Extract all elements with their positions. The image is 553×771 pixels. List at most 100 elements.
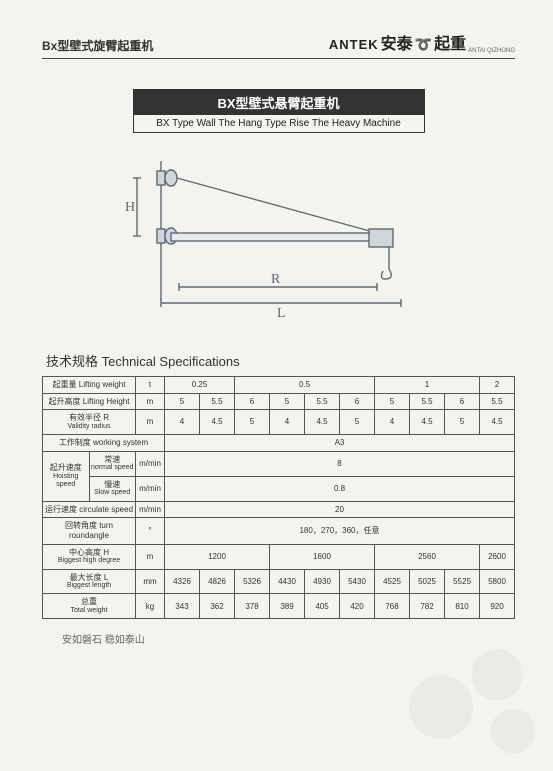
table-cell: 4.5 [410,410,445,435]
table-cell: 6 [235,393,270,410]
table-cell: 1200 [165,544,270,569]
table-cell: 0.8 [165,476,515,501]
table-row: 中心高度 H Biggest high degree m 1200 1600 2… [43,544,515,569]
table-cell: 0.25 [165,377,235,394]
cell-label: 运行速度 circulate speed [43,501,136,518]
table-cell: 8 [165,451,515,476]
cell-label: 工作制度 working system [43,435,165,452]
table-cell: 180，270，360，任意 [165,518,515,544]
table-cell: 5025 [410,569,445,594]
logo-cn-1: 安泰 [381,30,413,54]
table-cell: 4 [165,410,200,435]
logo-cn-2: 起重 [434,30,466,54]
cell-unit: mm [136,569,165,594]
cell-unit: ° [136,518,165,544]
table-cell: 4826 [200,569,235,594]
title-en: BX Type Wall The Hang Type Rise The Heav… [134,115,424,132]
table-cell: 6 [445,393,480,410]
table-cell: 5.5 [480,393,515,410]
table-cell: 20 [165,501,515,518]
footer-slogan: 安如磐石 稳如泰山 [62,631,515,646]
table-row: 起升高度 Lifting Height m 5 5.5 6 5 5.5 6 5 … [43,393,515,410]
cell-label: 起升高度 Lifting Height [43,393,136,410]
table-cell: 4 [375,410,410,435]
dim-l-label: L [277,306,286,321]
table-row: 慢速 Slow speed m/min 0.8 [43,476,515,501]
table-cell: 5326 [235,569,270,594]
table-cell: 420 [340,594,375,619]
table-cell: 4525 [375,569,410,594]
cell-unit: m [136,393,165,410]
spec-heading: 技术规格 Technical Specifications [46,351,515,370]
table-cell: A3 [165,435,515,452]
title-block: BX型壁式悬臂起重机 BX Type Wall The Hang Type Ri… [133,89,425,133]
table-cell: 5.5 [305,393,340,410]
table-row: 起升速度 Hoisting speed 常速 normal speed m/mi… [43,451,515,476]
table-cell: 5800 [480,569,515,594]
table-cell: 5 [235,410,270,435]
table-row: 最大长度 L Biggest length mm 4326 4826 5326 … [43,569,515,594]
table-cell: 5 [445,410,480,435]
table-row: 运行速度 circulate speed m/min 20 [43,501,515,518]
cell-unit: m/min [136,501,165,518]
cell-label: 中心高度 H Biggest high degree [43,544,136,569]
header-title: Bx型壁式旋臂起重机 [42,37,153,54]
cell-sub: 慢速 Slow speed [89,476,136,501]
crane-diagram: H R L [119,151,439,331]
cell-unit: kg [136,594,165,619]
table-row: 起重量 Lifting weight t 0.25 0.5 1 2 [43,377,515,394]
cell-label: 最大长度 L Biggest length [43,569,136,594]
cell-unit: m/min [136,476,165,501]
table-cell: 4 [270,410,305,435]
page-header: Bx型壁式旋臂起重机 ANTEK 安泰 ➰ 起重 ANTAI QIZHONG [42,30,515,54]
cell-sub: 常速 normal speed [89,451,136,476]
table-cell: 920 [480,594,515,619]
table-cell: 5525 [445,569,480,594]
table-cell: 768 [375,594,410,619]
cell-label: 回转角度 turn roundangle [43,518,136,544]
table-cell: 4.5 [305,410,340,435]
table-cell: 5 [375,393,410,410]
header-rule [42,58,515,59]
table-cell: 5.5 [410,393,445,410]
cell-unit: m [136,544,165,569]
spec-table: 起重量 Lifting weight t 0.25 0.5 1 2 起升高度 L… [42,376,515,619]
table-cell: 4.5 [200,410,235,435]
table-row: 总重 Total weight kg 343 362 378 389 405 4… [43,594,515,619]
table-cell: 5 [165,393,200,410]
cell-label: 起升速度 Hoisting speed [43,451,90,501]
table-cell: 405 [305,594,340,619]
table-cell: 810 [445,594,480,619]
table-cell: 5.5 [200,393,235,410]
title-cn: BX型壁式悬臂起重机 [134,90,424,115]
brand-logo: ANTEK 安泰 ➰ 起重 ANTAI QIZHONG [329,30,515,54]
table-cell: 4430 [270,569,305,594]
table-cell: 4930 [305,569,340,594]
cell-label: 起重量 Lifting weight [43,377,136,394]
cell-unit: m [136,410,165,435]
dim-r-label: R [271,272,281,287]
table-cell: 1 [375,377,480,394]
cell-label: 有效半径 R Validity radius [43,410,136,435]
table-cell: 2600 [480,544,515,569]
table-cell: 2 [480,377,515,394]
logo-swoosh-icon: ➰ [415,36,432,53]
dim-h-label: H [125,200,135,215]
table-cell: 4.5 [480,410,515,435]
table-row: 有效半径 R Validity radius m 4 4.5 5 4 4.5 5… [43,410,515,435]
table-cell: 1600 [270,544,375,569]
table-cell: 5430 [340,569,375,594]
table-cell: 362 [200,594,235,619]
cell-label: 总重 Total weight [43,594,136,619]
table-row: 工作制度 working system A3 [43,435,515,452]
logo-sub-text: ANTAI QIZHONG [468,48,515,54]
cell-unit: t [136,377,165,394]
logo-brand-text: ANTEK [329,37,379,52]
table-cell: 782 [410,594,445,619]
table-cell: 378 [235,594,270,619]
table-row: 回转角度 turn roundangle ° 180，270，360，任意 [43,518,515,544]
cell-unit: m/min [136,451,165,476]
table-cell: 389 [270,594,305,619]
table-cell: 6 [340,393,375,410]
table-cell: 5 [340,410,375,435]
